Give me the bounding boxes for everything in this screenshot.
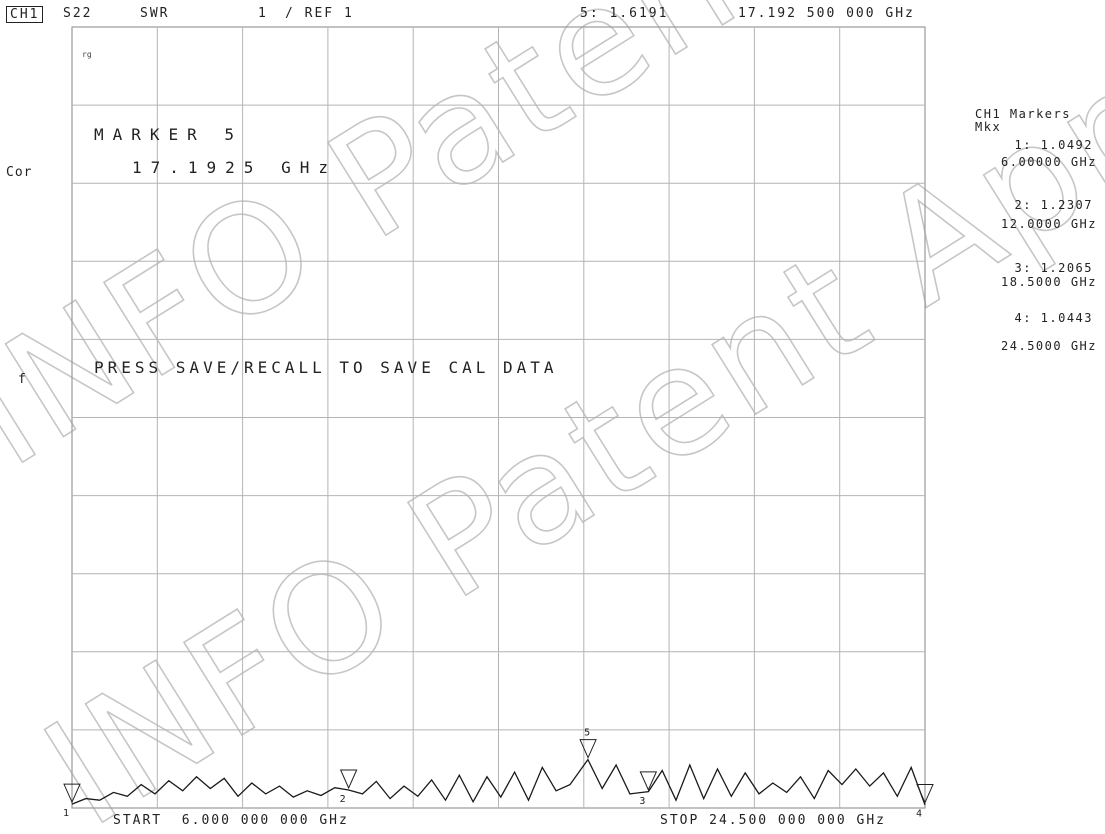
- markers: 1 2 3 4 5: [63, 728, 934, 820]
- marker-label: 2: [340, 794, 346, 805]
- marker-1-frequency: 6.00000 GHz: [1001, 155, 1097, 169]
- marker-4-frequency: 24.5000 GHz: [1001, 339, 1097, 353]
- marker-label: 1: [63, 808, 69, 819]
- marker-1: 1: [63, 783, 81, 819]
- marker-triangle: [339, 769, 358, 790]
- stop-frequency[interactable]: STOP 24.500 000 000 GHz: [660, 813, 887, 828]
- channel-indicator[interactable]: CH1: [6, 6, 44, 23]
- marker-frequency: 17.1925 GHz: [132, 158, 337, 177]
- marker-2-frequency: 12.0000 GHz: [1001, 217, 1097, 231]
- parameter-label[interactable]: S22: [63, 6, 93, 21]
- marker-2-value: 2: 1.2307: [1014, 198, 1093, 212]
- marker-mode: Mkx: [975, 120, 1002, 134]
- active-marker-readout: 5: 1.6191: [580, 6, 669, 21]
- marker-3: 3: [639, 771, 658, 807]
- marker-3-frequency: 18.5000 GHz: [1001, 275, 1097, 289]
- reference-glyph: rg: [82, 50, 92, 59]
- marker-label: 3: [639, 796, 645, 807]
- marker-3-value: 3: 1.2065: [1014, 261, 1093, 275]
- save-recall-message: PRESS SAVE/RECALL TO SAVE CAL DATA: [94, 358, 558, 377]
- start-frequency[interactable]: START 6.000 000 000 GHz: [113, 813, 349, 828]
- format-label[interactable]: SWR: [140, 6, 170, 21]
- marker-title: MARKER 5: [94, 125, 244, 144]
- marker-panel-title: CH1 Markers: [975, 107, 1071, 121]
- marker-5: 5: [579, 728, 597, 759]
- graticule: [72, 27, 925, 808]
- marker-triangle: [639, 771, 658, 792]
- marker-triangle: [579, 739, 597, 759]
- marker-4-value: 4: 1.0443: [1014, 311, 1093, 325]
- marker-triangle: [63, 783, 81, 804]
- trace-line: [71, 758, 926, 806]
- marker-label: 5: [584, 728, 590, 739]
- correction-indicator: Cor: [6, 165, 33, 180]
- marker-4: 4: [916, 784, 934, 820]
- reference-label: / REF 1: [285, 6, 354, 21]
- marker-triangle: [916, 784, 934, 804]
- active-marker-frequency: 17.192 500 000 GHz: [738, 6, 915, 21]
- scale-label: 1: [258, 6, 268, 21]
- marker-label: 4: [916, 809, 922, 820]
- f-indicator: f: [18, 372, 27, 387]
- marker-1-value: 1: 1.0492: [1014, 138, 1093, 152]
- marker-2: 2: [339, 769, 358, 805]
